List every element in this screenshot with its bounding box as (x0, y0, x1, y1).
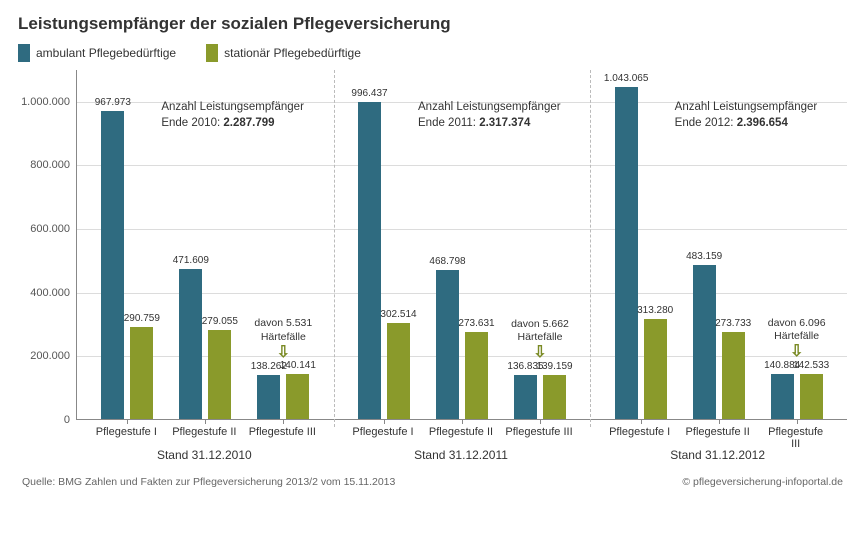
x-category-label: Pflegestufe III (505, 426, 572, 438)
legend-label: ambulant Pflegebedürftige (36, 46, 176, 60)
x-category-label: Pflegestufe III (768, 426, 823, 450)
x-group-label: Stand 31.12.2010 (157, 448, 252, 462)
bar (800, 374, 823, 419)
bar-value-label: 273.631 (458, 318, 494, 329)
legend-item: ambulant Pflegebedürftige (18, 44, 176, 62)
bar (387, 323, 410, 419)
haertefall-note: davon 5.662Härtefälle ⇩ (500, 318, 580, 361)
arrow-down-icon: ⇩ (243, 346, 323, 360)
x-category-label: Pflegestufe I (609, 426, 670, 438)
bar-value-label: 279.055 (202, 316, 238, 327)
bar-value-label: 471.609 (173, 255, 209, 266)
legend-label: stationär Pflegebedürftige (224, 46, 361, 60)
bar-value-label: 1.043.065 (604, 73, 649, 84)
annotation-line1: Anzahl Leistungsempfänger (418, 101, 561, 113)
annotation-line2: Ende 2011: (418, 117, 479, 129)
chart-title: Leistungsempfänger der sozialen Pflegeve… (18, 14, 847, 34)
bar-value-label: 483.159 (686, 251, 722, 262)
bar-value-label: 996.437 (351, 88, 387, 99)
bar (179, 269, 202, 419)
annotation-line1: Anzahl Leistungsempfänger (675, 101, 818, 113)
bar (644, 319, 667, 419)
haertefall-text: davon 5.531 (254, 317, 312, 329)
group-divider (590, 70, 591, 427)
group-annotation: Anzahl Leistungsempfänger Ende 2012: 2.39… (675, 100, 818, 131)
bar-value-label: 468.798 (429, 256, 465, 267)
bar (693, 265, 716, 419)
bar (257, 375, 280, 419)
y-axis: 0 200.000 400.000 600.000 800.000 1.000.000 (18, 70, 76, 470)
footer: Quelle: BMG Zahlen und Fakten zur Pflege… (18, 476, 847, 488)
haertefall-note: davon 5.531 Härtefälle ⇩ (243, 317, 323, 360)
x-category-label: Pflegestufe I (352, 426, 413, 438)
haertefall-text: Härtefälle (261, 331, 306, 343)
haertefall-text: Härtefälle (774, 330, 819, 342)
haertefall-text: Härtefälle (518, 331, 563, 343)
bar-value-label: 313.280 (637, 305, 673, 316)
bar-value-label: 139.159 (536, 361, 572, 372)
arrow-down-icon: ⇩ (757, 345, 837, 359)
bar (465, 332, 488, 419)
y-tick-label: 200.000 (30, 350, 70, 362)
annotation-total: 2.317.374 (479, 117, 530, 129)
chart-container: Leistungsempfänger der sozialen Pflegeve… (0, 0, 865, 543)
plot: 0 200.000 400.000 600.000 800.000 1.000.000 9… (18, 70, 847, 470)
x-category-label: Pflegestufe II (172, 426, 236, 438)
legend-swatch-stationaer (206, 44, 218, 62)
bar (514, 375, 537, 419)
x-labels: Pflegestufe I Pflegestufe II Pflegestufe I… (76, 420, 847, 470)
x-category-label: Pflegestufe III (249, 426, 316, 438)
annotation-line2: Ende 2012: (675, 117, 737, 129)
annotation-total: 2.287.799 (223, 117, 274, 129)
legend-item: stationär Pflegebedürftige (206, 44, 361, 62)
bar (615, 87, 638, 419)
x-group-label: Stand 31.12.2012 (670, 448, 765, 462)
bar (208, 330, 231, 419)
bar-value-label: 273.733 (715, 318, 751, 329)
haertefall-text: davon 6.096 (768, 317, 826, 329)
y-tick-label: 1.000.000 (21, 96, 70, 108)
bar-value-label: 967.973 (95, 97, 131, 108)
haertefall-text: davon 5.662 (511, 318, 569, 330)
plot-area: 967.973290.759471.609279.055138.262140.1… (76, 70, 847, 420)
annotation-total: 2.396.654 (737, 117, 788, 129)
bar (130, 327, 153, 420)
x-category-label: Pflegestufe II (686, 426, 750, 438)
annotation-line1: Anzahl Leistungsempfänger (161, 101, 304, 113)
x-category-label: Pflegestufe II (429, 426, 493, 438)
gridline (77, 165, 847, 166)
bar (722, 332, 745, 419)
y-tick-label: 600.000 (30, 223, 70, 235)
legend-swatch-ambulant (18, 44, 30, 62)
y-tick-label: 400.000 (30, 287, 70, 299)
x-category-label: Pflegestufe I (96, 426, 157, 438)
copyright-text: © pflegeversicherung-infoportal.de (682, 476, 843, 488)
bar-value-label: 140.141 (280, 360, 316, 371)
bar (101, 111, 124, 419)
bar (358, 102, 381, 419)
gridline (77, 229, 847, 230)
haertefall-note: davon 6.096Härtefälle ⇩ (757, 317, 837, 360)
bar (286, 374, 309, 419)
source-text: Quelle: BMG Zahlen und Fakten zur Pflege… (22, 476, 395, 488)
group-annotation: Anzahl Leistungsempfänger Ende 2010: 2.28… (161, 100, 304, 131)
bar (436, 270, 459, 419)
group-annotation: Anzahl Leistungsempfänger Ende 2011: 2.31… (418, 100, 561, 131)
legend: ambulant Pflegebedürftige stationär Pfle… (18, 44, 847, 62)
y-tick-label: 800.000 (30, 159, 70, 171)
x-group-label: Stand 31.12.2011 (414, 448, 508, 462)
y-tick-label: 0 (64, 414, 70, 426)
bar (543, 375, 566, 419)
bar (771, 374, 794, 419)
annotation-line2: Ende 2010: (161, 117, 223, 129)
group-divider (334, 70, 335, 427)
bar-value-label: 290.759 (124, 313, 160, 324)
bar-value-label: 142.533 (793, 360, 829, 371)
arrow-down-icon: ⇩ (500, 346, 580, 360)
bar-value-label: 302.514 (380, 309, 416, 320)
